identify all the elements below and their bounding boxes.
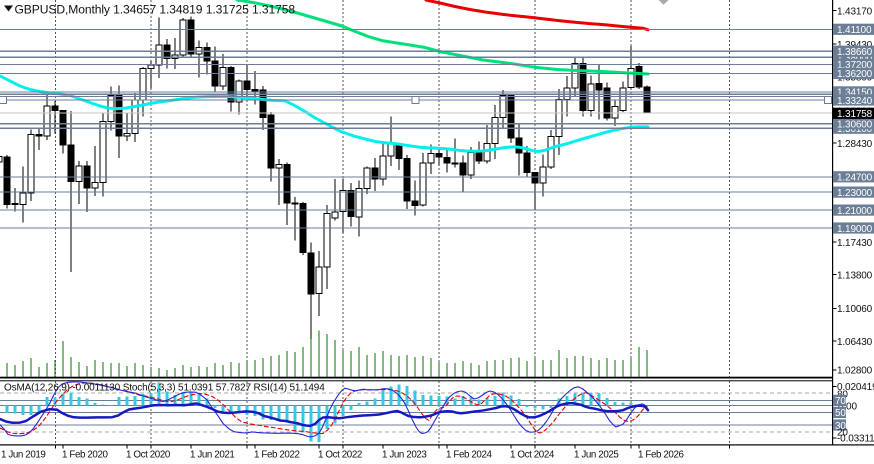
svg-text:1 Jun 2025: 1 Jun 2025	[574, 449, 619, 460]
svg-text:1.38000: 1.38000	[837, 53, 873, 64]
svg-text:1.02800: 1.02800	[837, 366, 873, 377]
svg-text:0.0204190: 0.0204190	[837, 382, 874, 393]
svg-text:1 Oct 2024: 1 Oct 2024	[510, 449, 555, 460]
svg-text:1.43170: 1.43170	[837, 6, 873, 17]
svg-text:1.19000: 1.19000	[837, 224, 873, 235]
svg-text:1.24700: 1.24700	[837, 173, 873, 184]
svg-text:1 Oct 2020: 1 Oct 2020	[126, 449, 171, 460]
svg-text:20: 20	[837, 428, 848, 439]
svg-text:1.31758: 1.31758	[837, 109, 873, 120]
svg-text:1 Feb 2024: 1 Feb 2024	[446, 449, 493, 460]
svg-text:1 Jun 2019: 1 Jun 2019	[1, 449, 45, 460]
svg-text:1.39430: 1.39430	[837, 40, 873, 51]
svg-text:1 Feb 2022: 1 Feb 2022	[254, 449, 300, 460]
svg-text:1.06430: 1.06430	[837, 337, 873, 348]
svg-text:1 Jun 2021: 1 Jun 2021	[190, 449, 234, 460]
svg-text:0.00: 0.00	[838, 401, 857, 412]
svg-text:1.17430: 1.17430	[837, 238, 873, 249]
svg-text:1.36200: 1.36200	[837, 69, 873, 80]
svg-text:1.23000: 1.23000	[837, 188, 873, 199]
svg-text:OsMA(12,26,9) -0.0011130 Stoc: OsMA(12,26,9) -0.0011130 Stoch(5,3,3) 51…	[4, 383, 325, 394]
svg-text:1.41100: 1.41100	[837, 25, 872, 36]
svg-text:1 Oct 2022: 1 Oct 2022	[318, 449, 362, 460]
svg-text:1.38660: 1.38660	[837, 47, 873, 58]
svg-text:GBPUSD,Monthly 1.34657 1.3481: GBPUSD,Monthly 1.34657 1.34819 1.31725 1…	[15, 3, 296, 17]
svg-text:1.37200: 1.37200	[837, 60, 873, 71]
svg-text:70: 70	[835, 396, 846, 407]
svg-text:1 Feb 2026: 1 Feb 2026	[638, 449, 685, 460]
svg-text:1.34150: 1.34150	[837, 88, 873, 99]
svg-text:1.10060: 1.10060	[837, 304, 873, 315]
svg-text:-0.0331122: -0.0331122	[837, 434, 874, 445]
svg-text:1.30600: 1.30600	[837, 120, 873, 131]
svg-text:1.21000: 1.21000	[837, 206, 873, 217]
svg-text:1.30100: 1.30100	[837, 124, 873, 135]
svg-text:30: 30	[835, 421, 846, 432]
svg-text:50: 50	[835, 408, 846, 419]
svg-text:1.33240: 1.33240	[837, 96, 873, 107]
svg-text:1.28430: 1.28430	[837, 139, 873, 150]
svg-text:1.13800: 1.13800	[837, 271, 873, 282]
svg-text:1 Feb 2020: 1 Feb 2020	[62, 449, 109, 460]
svg-text:1 Jun 2023: 1 Jun 2023	[382, 449, 427, 460]
